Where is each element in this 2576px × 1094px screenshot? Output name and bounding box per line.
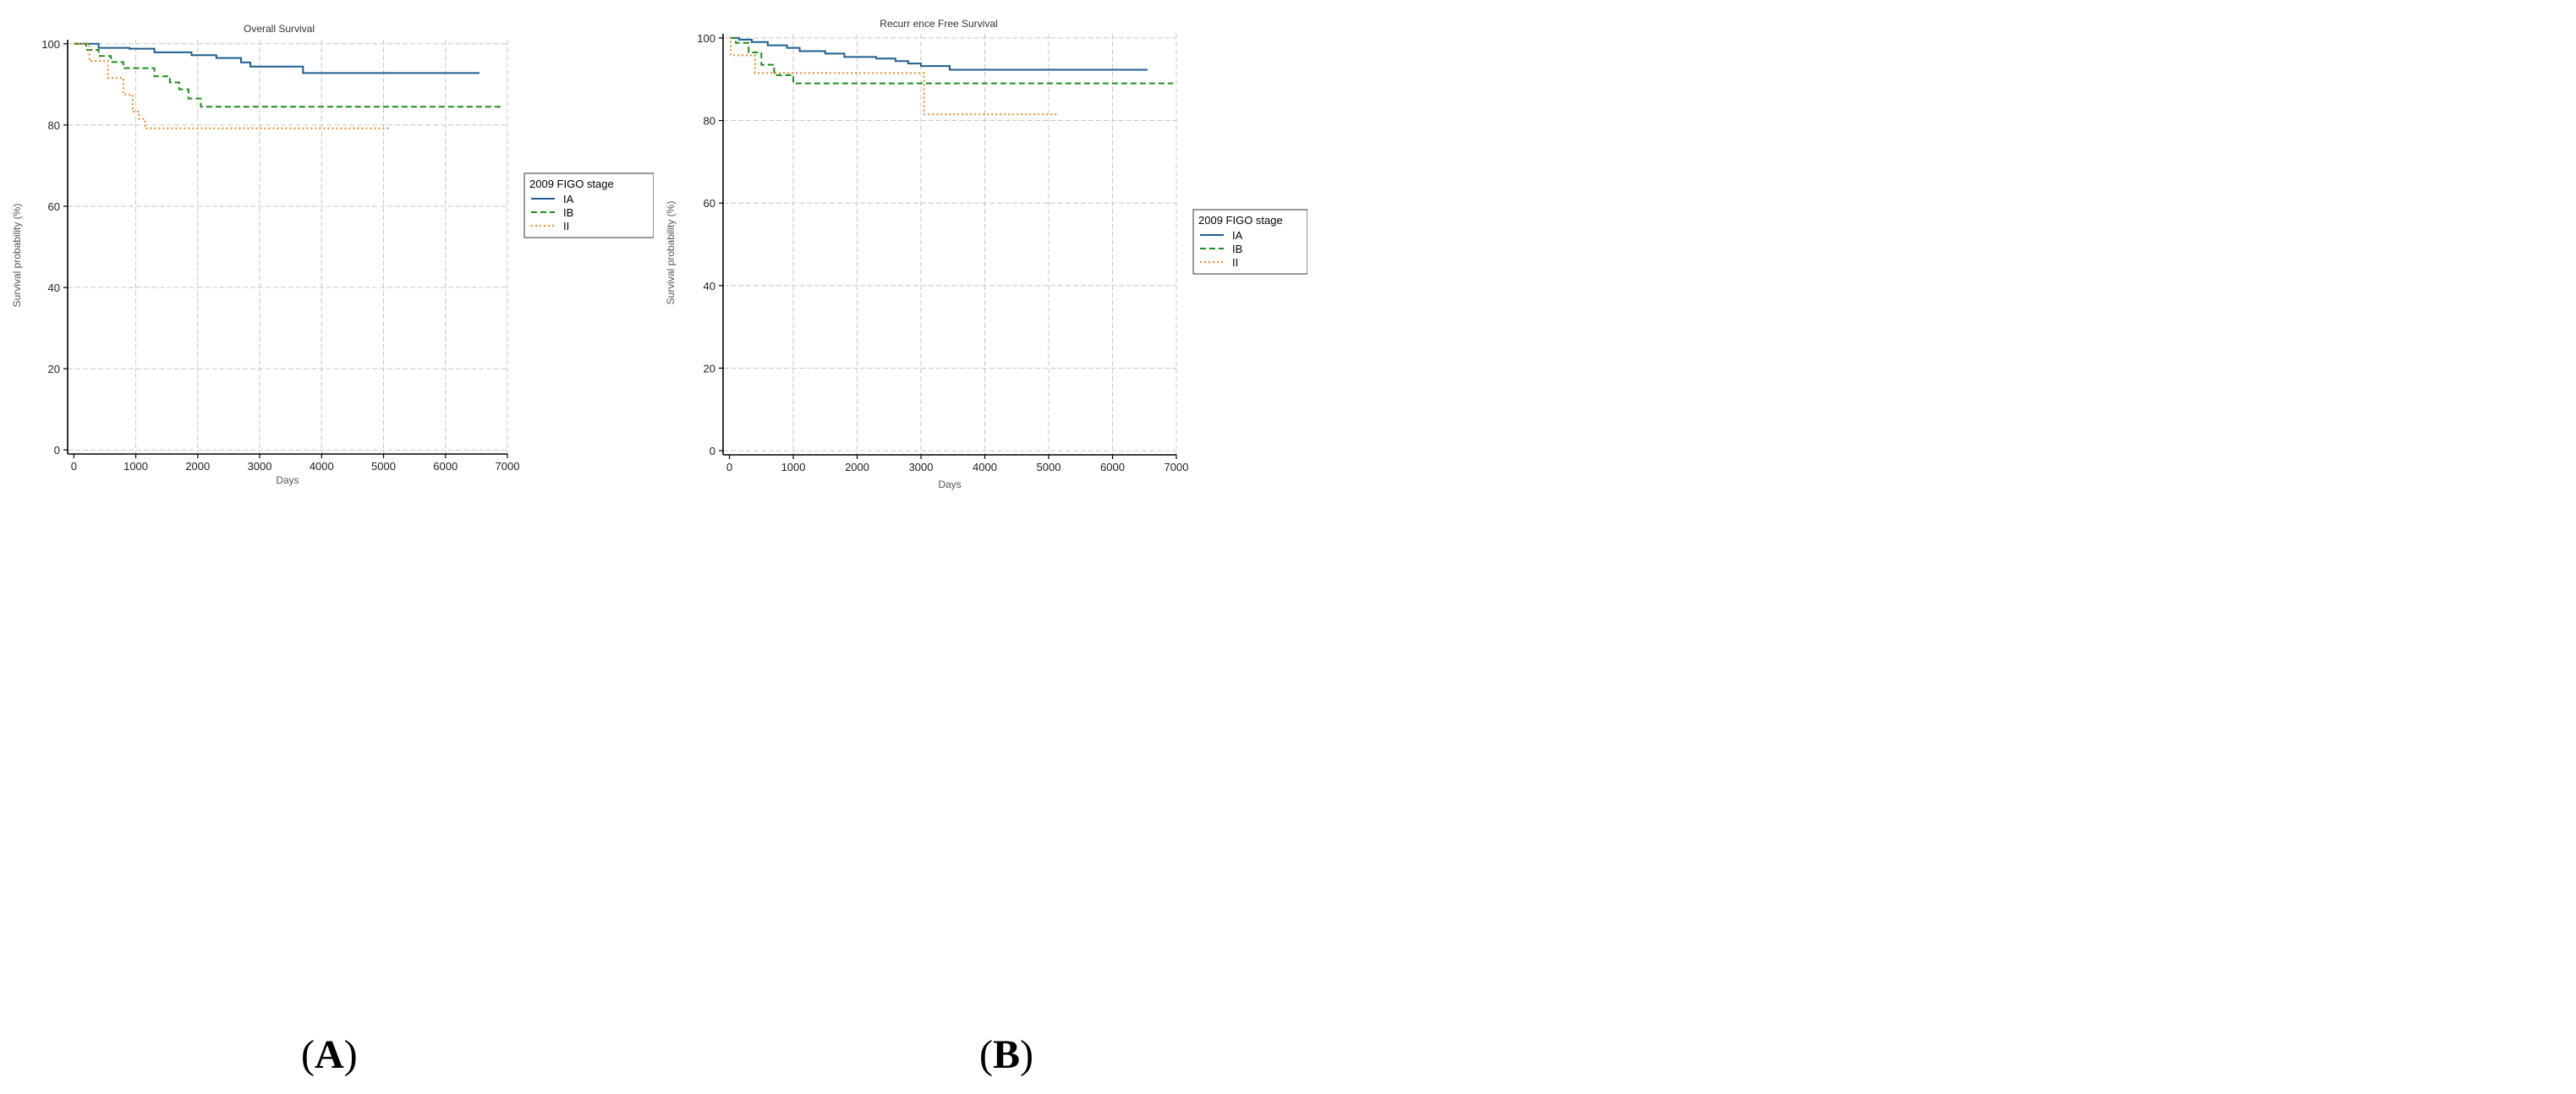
legend-label-ib: IB: [563, 206, 573, 219]
y-tick-label: 40: [48, 282, 60, 294]
x-tick-label: 2000: [185, 460, 210, 473]
y-tick-label: 20: [704, 362, 715, 375]
legend-box: [1192, 209, 1307, 275]
series-line-ia: [74, 42, 480, 74]
y-tick-label: 40: [704, 280, 715, 293]
x-tick-label: 0: [71, 460, 77, 473]
panel-label-a: (A): [301, 1032, 358, 1077]
x-tick-label: 1000: [781, 461, 806, 473]
chart-title: Recurr ence Free Survival: [880, 18, 997, 30]
x-tick-label: 4000: [310, 460, 334, 473]
legend-label-ia: IA: [563, 193, 574, 205]
x-tick-label: 5000: [1037, 461, 1061, 473]
x-axis-label: Days: [938, 479, 961, 490]
x-tick-label: 2000: [845, 461, 869, 473]
x-tick-label: 3000: [909, 461, 934, 473]
series-line-ii: [74, 42, 390, 129]
y-tick-label: 0: [710, 445, 715, 457]
series-line-ia: [729, 36, 1148, 71]
x-tick-label: 6000: [1100, 461, 1125, 473]
y-axis-label: Survival probability (%): [11, 204, 23, 308]
y-tick-label: 100: [41, 38, 60, 51]
y-tick-label: 20: [48, 363, 60, 375]
y-tick-label: 60: [48, 200, 60, 213]
x-tick-label: 0: [726, 461, 732, 473]
y-axis-label: Survival probability (%): [665, 201, 677, 305]
legend-label-ia: IA: [1232, 229, 1243, 242]
legend-title: 2009 FIGO stage: [1198, 214, 1283, 227]
legend-title: 2009 FIGO stage: [529, 178, 614, 190]
x-tick-label: 7000: [496, 460, 520, 473]
x-tick-label: 5000: [371, 460, 396, 473]
chart-title: Overall Survival: [244, 23, 315, 35]
x-tick-label: 3000: [248, 460, 272, 473]
y-tick-label: 100: [697, 32, 715, 45]
x-tick-label: 1000: [123, 460, 148, 473]
y-tick-label: 80: [704, 115, 715, 128]
series-line-ii: [729, 36, 1057, 116]
legend-box: [523, 172, 654, 238]
panel-label-b: (B): [979, 1032, 1033, 1077]
figure: Overall Survival 0 1000 2000 3000 4000 5000 600…: [11, 18, 1307, 1077]
legend-label-ii: II: [1232, 256, 1238, 269]
legend-label-ii: II: [563, 220, 569, 232]
x-axis-label: Days: [276, 474, 299, 486]
x-tick-label: 4000: [973, 461, 997, 473]
legend-label-ib: IB: [1232, 243, 1242, 255]
y-tick-label: 0: [54, 444, 60, 457]
series-line-ib: [74, 42, 501, 108]
y-tick-label: 80: [48, 119, 60, 132]
series-line-ib: [729, 36, 1174, 85]
y-tick-label: 60: [704, 197, 715, 210]
x-tick-label: 7000: [1165, 461, 1189, 473]
x-tick-label: 6000: [433, 460, 458, 473]
